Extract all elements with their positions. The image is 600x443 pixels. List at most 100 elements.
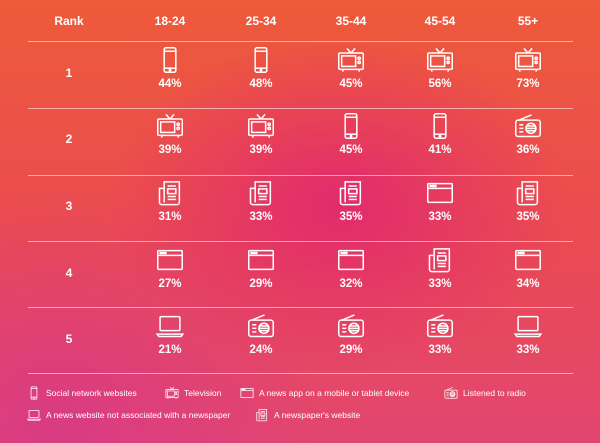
percentage-value: 39% [249, 144, 273, 156]
phone-icon [405, 112, 475, 140]
tv-icon [226, 112, 296, 140]
percentage-value: 33% [516, 344, 540, 356]
table-cell: 56% [405, 46, 475, 90]
percentage-value: 33% [428, 278, 452, 290]
row-divider [28, 241, 573, 242]
percentage-value: 21% [158, 344, 182, 356]
legend-item: A news website not associated with a new… [27, 408, 230, 422]
table-cell: 39% [135, 112, 205, 156]
rank-label: 1 [65, 66, 73, 80]
newspaper-icon [316, 179, 386, 207]
legend-label: Social network websites [46, 388, 137, 398]
laptop-icon [27, 408, 41, 422]
tv-icon [316, 46, 386, 74]
browser-icon [405, 179, 475, 207]
table-cell: 44% [135, 46, 205, 90]
percentage-value: 31% [158, 211, 182, 223]
legend-label: Television [184, 388, 222, 398]
table-cell: 21% [135, 312, 205, 356]
table-cell: 24% [226, 312, 296, 356]
column-header: 25-34 [245, 14, 277, 28]
column-header: 45-54 [424, 14, 456, 28]
table-cell: 31% [135, 179, 205, 223]
percentage-value: 34% [516, 278, 540, 290]
percentage-value: 56% [428, 78, 452, 90]
percentage-value: 24% [249, 344, 273, 356]
rank-label: 4 [65, 266, 73, 280]
table-cell: 35% [493, 179, 563, 223]
percentage-value: 44% [158, 78, 182, 90]
radio-icon [444, 386, 458, 400]
percentage-value: 45% [339, 78, 363, 90]
legend-item: Listened to radio [444, 386, 526, 400]
table-cell: 35% [316, 179, 386, 223]
browser-icon [135, 246, 205, 274]
radio-icon [316, 312, 386, 340]
table-cell: 33% [405, 312, 475, 356]
laptop-icon [135, 312, 205, 340]
tv-icon [405, 46, 475, 74]
row-divider [28, 307, 573, 308]
newspaper-icon [405, 246, 475, 274]
percentage-value: 45% [339, 144, 363, 156]
phone-icon [226, 46, 296, 74]
percentage-value: 33% [428, 344, 452, 356]
newspaper-icon [226, 179, 296, 207]
radio-icon [226, 312, 296, 340]
table-cell: 39% [226, 112, 296, 156]
table-cell: 36% [493, 112, 563, 156]
newspaper-icon [255, 408, 269, 422]
legend-item: Television [165, 386, 221, 400]
percentage-value: 35% [516, 211, 540, 223]
browser-icon [240, 386, 254, 400]
legend-label: A news website not associated with a new… [46, 410, 231, 420]
tv-icon [135, 112, 205, 140]
percentage-value: 48% [249, 78, 273, 90]
rank-header: Rank [54, 14, 84, 28]
tv-icon [165, 386, 179, 400]
table-cell: 73% [493, 46, 563, 90]
phone-icon [316, 112, 386, 140]
phone-icon [135, 46, 205, 74]
table-cell: 41% [405, 112, 475, 156]
table-cell: 33% [405, 246, 475, 290]
column-header: 18-24 [154, 14, 186, 28]
column-header: 35-44 [335, 14, 367, 28]
browser-icon [226, 246, 296, 274]
row-divider [28, 175, 573, 176]
legend-label: A newspaper's website [274, 410, 361, 420]
percentage-value: 29% [249, 278, 273, 290]
newspaper-icon [493, 179, 563, 207]
table-cell: 32% [316, 246, 386, 290]
tv-icon [493, 46, 563, 74]
browser-icon [493, 246, 563, 274]
percentage-value: 35% [339, 211, 363, 223]
laptop-icon [493, 312, 563, 340]
percentage-value: 33% [249, 211, 273, 223]
table-cell: 29% [316, 312, 386, 356]
percentage-value: 27% [158, 278, 182, 290]
table-cell: 33% [405, 179, 475, 223]
table-cell: 45% [316, 46, 386, 90]
legend-item: A newspaper's website [255, 408, 360, 422]
table-cell: 34% [493, 246, 563, 290]
table-cell: 33% [226, 179, 296, 223]
percentage-value: 36% [516, 144, 540, 156]
rank-label: 3 [65, 199, 73, 213]
percentage-value: 33% [428, 211, 452, 223]
row-divider [28, 41, 573, 42]
row-divider [28, 373, 573, 374]
row-divider [28, 108, 573, 109]
browser-icon [316, 246, 386, 274]
newspaper-icon [135, 179, 205, 207]
percentage-value: 41% [428, 144, 452, 156]
phone-icon [27, 386, 41, 400]
rank-label: 5 [65, 332, 73, 346]
table-cell: 48% [226, 46, 296, 90]
percentage-value: 73% [516, 78, 540, 90]
rank-label: 2 [65, 132, 73, 146]
radio-icon [405, 312, 475, 340]
table-cell: 29% [226, 246, 296, 290]
percentage-value: 39% [158, 144, 182, 156]
